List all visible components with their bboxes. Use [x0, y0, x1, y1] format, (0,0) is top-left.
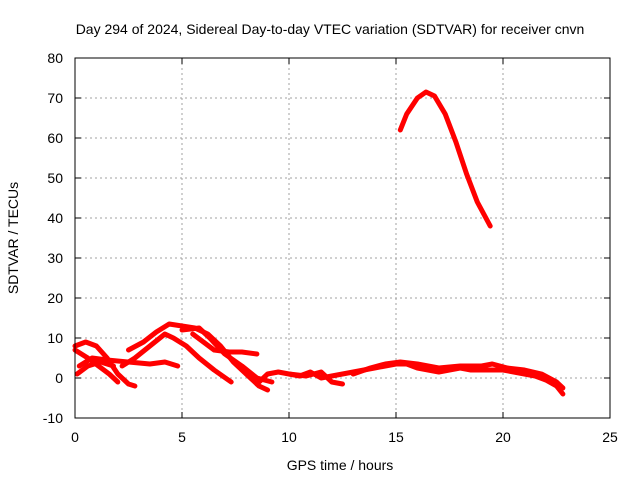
y-tick-label: 30 — [47, 250, 63, 266]
series-layer — [72, 89, 566, 397]
y-axis-label: SDTVAR / TECUs — [5, 182, 21, 294]
series-arc-10 — [254, 361, 566, 397]
y-tick-label: 50 — [47, 170, 63, 186]
x-tick-label: 20 — [495, 429, 511, 445]
x-tick-label: 15 — [388, 429, 404, 445]
x-tick-label: 25 — [602, 429, 618, 445]
series-arc-9 — [179, 325, 275, 385]
plot-frame — [74, 57, 611, 419]
x-tick-label: 5 — [178, 429, 186, 445]
y-tick-label: 80 — [47, 50, 63, 66]
x-tick-label: 10 — [281, 429, 297, 445]
series-arc-3 — [72, 347, 121, 385]
y-tick-label: 0 — [55, 370, 63, 386]
y-tick-label: 20 — [47, 290, 63, 306]
chart-title: Day 294 of 2024, Sidereal Day-to-day VTE… — [76, 21, 585, 37]
y-tick-label: -10 — [43, 410, 63, 426]
series-arc-5 — [74, 359, 116, 377]
y-tick-label: 60 — [47, 130, 63, 146]
series-arc-6 — [119, 331, 234, 385]
x-axis-label: GPS time / hours — [287, 457, 394, 473]
series-arc-11 — [286, 369, 345, 387]
series-arc-12 — [350, 359, 566, 391]
series-arc-1 — [397, 89, 493, 229]
grid-layer — [75, 58, 610, 418]
tick-layer: 0 5 10 15 20 25 -10 0 10 20 30 40 50 60 70 80 — [43, 50, 618, 445]
y-tick-label: 70 — [47, 90, 63, 106]
x-tick-label: 0 — [71, 429, 79, 445]
y-tick-label: 40 — [47, 210, 63, 226]
y-tick-label: 10 — [47, 330, 63, 346]
